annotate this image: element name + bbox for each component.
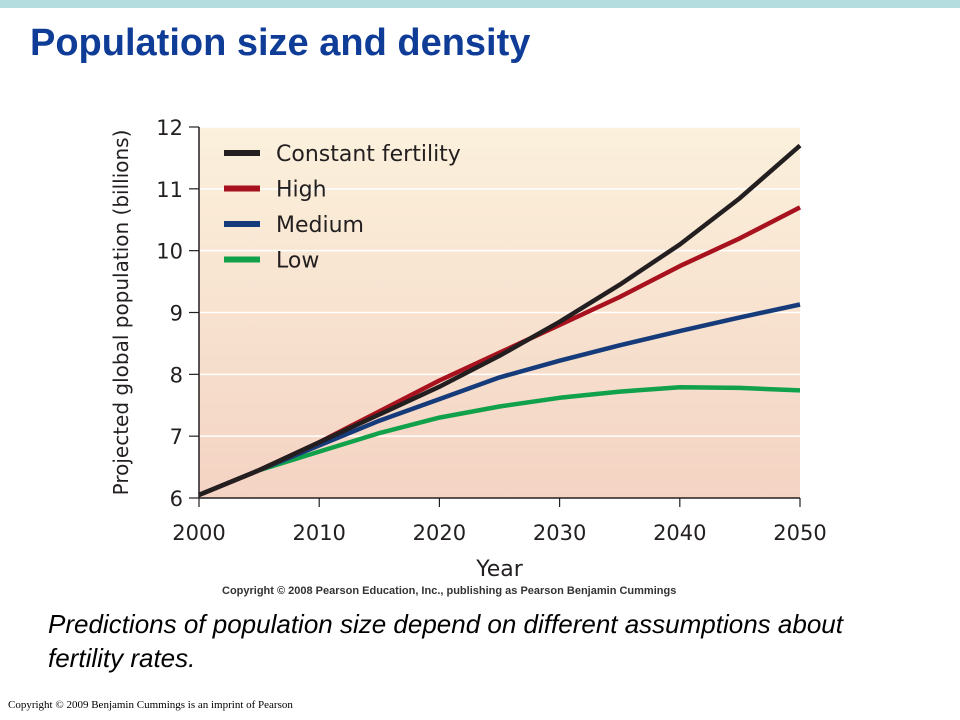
legend-label-low: Low bbox=[276, 249, 319, 274]
slide-footer-copyright: Copyright © 2009 Benjamin Cummings is an… bbox=[8, 699, 293, 711]
x-tick-label: 2040 bbox=[653, 521, 706, 545]
x-tick-label: 2030 bbox=[533, 521, 586, 545]
x-tick-label: 2010 bbox=[292, 521, 345, 545]
legend-label-constant-fertility: Constant fertility bbox=[276, 142, 461, 167]
x-tick-label: 2050 bbox=[773, 521, 826, 545]
y-axis-label: Projected global population (billions) bbox=[109, 130, 133, 496]
y-tick-label: 9 bbox=[170, 302, 183, 326]
series-line-low bbox=[198, 385, 801, 497]
y-tick-label: 12 bbox=[156, 116, 183, 140]
top-accent-bar bbox=[0, 0, 960, 8]
y-tick-label: 10 bbox=[156, 240, 183, 264]
slide-caption: Predictions of population size depend on… bbox=[48, 609, 843, 673]
chart-copyright: Copyright © 2008 Pearson Education, Inc.… bbox=[222, 585, 677, 597]
y-tick-label: 11 bbox=[156, 178, 183, 202]
slide-title: Population size and density bbox=[30, 22, 531, 64]
x-tick-label: 2000 bbox=[172, 521, 225, 545]
y-tick-label: 7 bbox=[170, 425, 183, 449]
y-tick-label: 8 bbox=[170, 363, 183, 387]
legend-label-high: High bbox=[276, 178, 327, 203]
legend-label-medium: Medium bbox=[276, 213, 364, 238]
x-axis-label: Year bbox=[475, 557, 524, 582]
y-tick-label: 6 bbox=[170, 487, 183, 511]
series-line-constant-fertility bbox=[198, 143, 802, 497]
x-tick-label: 2020 bbox=[413, 521, 466, 545]
